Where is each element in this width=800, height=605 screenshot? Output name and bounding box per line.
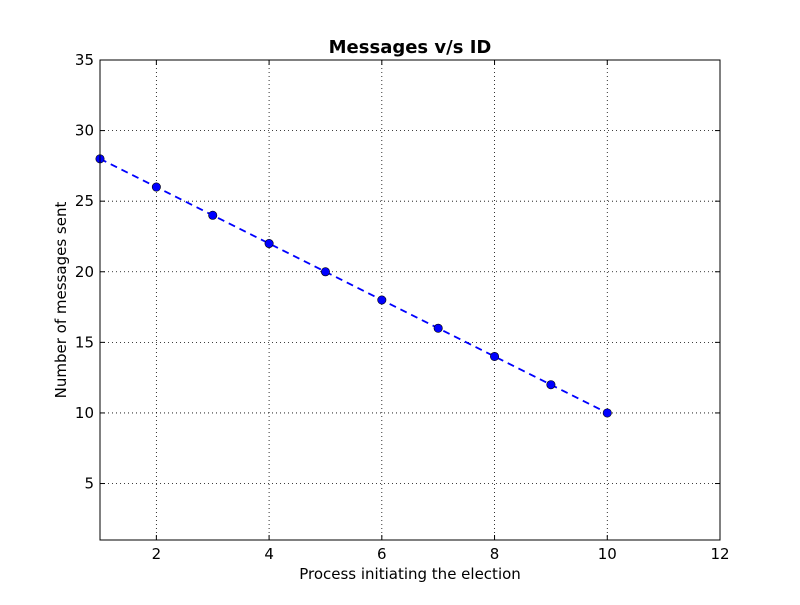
data-point [264,239,274,249]
x-tick-label: 12 [710,545,729,563]
data-point [208,210,218,220]
y-tick-label: 5 [84,475,94,493]
y-tick-label: 30 [75,122,94,140]
chart-title: Messages v/s ID [329,37,492,58]
x-tick-label: 2 [152,545,162,563]
y-axis-label: Number of messages sent [52,202,70,399]
data-series-layer [95,154,612,418]
grid-lines [100,60,720,540]
data-point [320,267,330,277]
data-point [546,380,556,390]
x-tick-label: 6 [377,545,387,563]
y-tick-label: 20 [75,263,94,281]
y-tick-label: 35 [75,51,94,69]
x-tick-label: 8 [490,545,500,563]
series-line [99,158,608,414]
data-point [490,351,500,361]
x-tick-label: 10 [598,545,617,563]
x-tick-label: 4 [264,545,274,563]
y-tick-label: 25 [75,192,94,210]
y-tick-label: 15 [75,333,94,351]
data-point [602,408,612,418]
x-axis-label: Process initiating the election [299,565,521,583]
data-point [151,182,161,192]
data-point [433,323,443,333]
y-tick-label: 10 [75,404,94,422]
data-point [377,295,387,305]
axis-ticks: 2 4 6 8 10 12 5 10 15 20 25 30 35 [75,51,730,563]
plot-frame [99,59,721,541]
